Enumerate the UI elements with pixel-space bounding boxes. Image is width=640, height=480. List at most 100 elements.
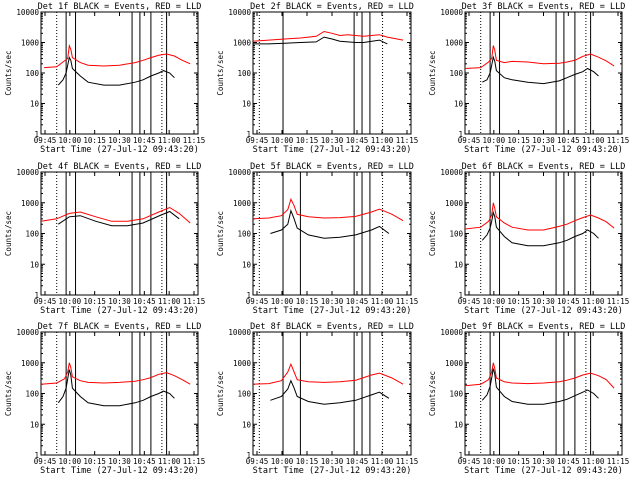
y-tick-label: 100 [449,390,463,399]
plot-frame [252,331,412,456]
y-axis-label: Counts/sec [216,211,225,256]
x-tick-label: 10:00 [271,457,294,466]
y-tick-label: 1000 [21,199,40,208]
x-tick-label: 11:15 [607,136,630,145]
y-tick-label: 100 [237,69,251,78]
x-tick-label: 09:45 [458,457,481,466]
x-tick-label: 11:00 [371,457,394,466]
chart-panel-7: Det 7f BLACK = Events, RED = LLD 1 10 100 10… [4,322,205,476]
chart-panel-3: Det 3f BLACK = Events, RED = LLD 1 10 100 10… [428,2,629,155]
x-tick-label: 10:30 [532,297,555,306]
y-tick-label: 1 [34,451,39,460]
events-series-line [481,368,599,405]
chart-panel-6: Det 6f BLACK = Events, RED = LLD 1 10 100 10… [428,162,629,316]
events-series-line [482,55,599,85]
x-tick-label: 11:00 [582,297,605,306]
events-series-line [57,369,175,407]
y-tick-label: 1 [458,291,463,300]
x-tick-label: 11:15 [396,136,419,145]
x-tick-label: 10:45 [557,457,580,466]
events-series-line [270,379,390,405]
chart-title: Det 5f BLACK = Events, RED = LLD [250,162,414,172]
y-tick-label: 1 [246,130,251,139]
x-tick-label: 09:45 [458,297,481,306]
x-axis-label: Start Time (27-Jul-12 09:43:20) [40,145,199,155]
x-tick-label: 11:15 [183,297,206,306]
x-axis-label: Start Time (27-Jul-12 09:43:20) [253,466,412,476]
y-tick-label: 10 [454,260,464,269]
chart-panel-4: Det 4f BLACK = Events, RED = LLD 1 10 100 10… [4,162,205,316]
y-tick-label: 10000 [440,328,463,337]
plot-frame [40,11,199,135]
x-tick-label: 10:30 [108,297,131,306]
x-tick-label: 10:00 [483,297,506,306]
y-tick-label: 10 [242,260,252,269]
y-tick-label: 1000 [445,359,464,368]
y-tick-label: 1000 [233,359,252,368]
y-tick-label: 10000 [16,8,39,17]
y-axis-label: Counts/sec [216,50,225,95]
y-tick-label: 10000 [16,168,39,177]
x-axis-label: Start Time (27-Jul-12 09:43:20) [40,306,199,316]
chart-title: Det 3f BLACK = Events, RED = LLD [462,2,626,12]
y-tick-label: 1000 [21,39,40,48]
chart-panel-8: Det 8f BLACK = Events, RED = LLD 1 10 100 10… [216,322,418,476]
x-tick-label: 10:15 [83,457,106,466]
x-axis-label: Start Time (27-Jul-12 09:43:20) [464,306,623,316]
x-tick-label: 09:45 [34,136,57,145]
y-tick-label: 100 [25,69,39,78]
y-tick-label: 100 [25,390,39,399]
x-tick-label: 09:45 [246,297,269,306]
x-tick-label: 11:00 [371,136,394,145]
chart-panel-5: Det 5f BLACK = Events, RED = LLD 1 10 100 10… [216,162,418,316]
y-tick-label: 1000 [21,359,40,368]
x-tick-label: 09:45 [34,457,57,466]
y-tick-label: 1 [246,451,251,460]
x-tick-label: 10:00 [271,297,294,306]
x-tick-label: 10:00 [271,136,294,145]
y-axis-label: Counts/sec [4,50,13,95]
events-series-line [58,210,180,227]
lld-series-line [252,30,404,42]
y-tick-label: 100 [237,230,251,239]
y-tick-label: 1000 [445,199,464,208]
x-tick-label: 09:45 [246,457,269,466]
y-tick-label: 10000 [440,168,463,177]
x-tick-label: 10:15 [296,457,319,466]
x-tick-label: 11:15 [396,457,419,466]
x-tick-label: 10:15 [296,297,319,306]
y-axis-label: Counts/sec [4,211,13,256]
x-tick-label: 10:30 [532,457,555,466]
x-tick-label: 10:30 [532,136,555,145]
x-tick-label: 10:30 [321,297,344,306]
x-tick-label: 10:30 [321,136,344,145]
lld-series-line [252,197,404,222]
x-tick-label: 10:45 [133,136,156,145]
x-tick-label: 10:15 [507,457,530,466]
y-tick-label: 1 [34,130,39,139]
x-tick-label: 10:00 [483,136,506,145]
chart-title: Det 6f BLACK = Events, RED = LLD [462,162,626,172]
y-tick-label: 100 [25,230,39,239]
x-tick-label: 09:45 [458,136,481,145]
x-tick-label: 10:15 [507,136,530,145]
chart-title: Det 8f BLACK = Events, RED = LLD [250,322,414,332]
events-series-line [481,210,599,247]
y-axis-label: Counts/sec [4,371,13,416]
x-axis-label: Start Time (27-Jul-12 09:43:20) [253,145,412,155]
x-tick-label: 10:15 [83,297,106,306]
x-tick-label: 11:00 [582,457,605,466]
y-tick-label: 10000 [228,168,251,177]
y-tick-label: 10 [30,420,40,429]
plot-frame [464,331,623,456]
x-tick-label: 10:45 [557,136,580,145]
x-tick-label: 09:45 [34,297,57,306]
x-tick-label: 10:00 [59,136,82,145]
chart-title: Det 9f BLACK = Events, RED = LLD [462,322,626,332]
x-axis-label: Start Time (27-Jul-12 09:43:20) [253,306,412,316]
x-tick-label: 10:15 [507,297,530,306]
y-tick-label: 10000 [228,8,251,17]
x-axis-label: Start Time (27-Jul-12 09:43:20) [464,466,623,476]
y-tick-label: 10 [454,420,464,429]
x-tick-label: 10:00 [59,297,82,306]
